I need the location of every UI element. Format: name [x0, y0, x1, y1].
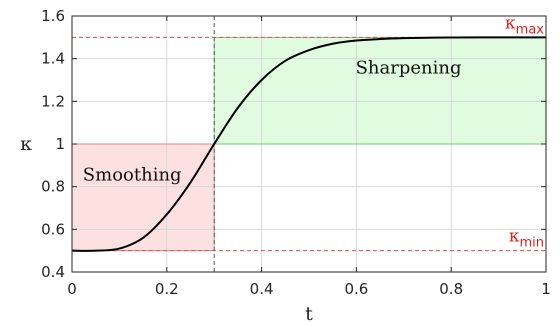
- kappa-min-symbol: κ: [509, 227, 520, 247]
- x-tick-label: 0: [67, 280, 77, 298]
- region-sharpening: [214, 37, 546, 145]
- x-tick-label: 0.2: [155, 280, 179, 298]
- sharpening-label: Sharpening: [356, 58, 462, 79]
- series-layer: [71, 36, 547, 252]
- y-tick-label: 0.4: [41, 263, 65, 281]
- y-tick-label: 0.6: [41, 220, 65, 238]
- kappa-min-subscript: min: [519, 236, 544, 251]
- kappa-max-symbol: κ: [505, 13, 516, 33]
- x-axis-title: t: [305, 303, 313, 325]
- y-tick-label: 1.6: [41, 7, 65, 25]
- x-tick-label: 0.4: [250, 280, 274, 298]
- x-tick-label: 0.8: [439, 280, 463, 298]
- labels-layer: t κ Smoothing Sharpening κmax κmin: [20, 13, 544, 325]
- y-axis-title: κ: [20, 133, 32, 155]
- y-tick-label: 1.2: [41, 92, 65, 110]
- smoothing-label: Smoothing: [83, 164, 182, 185]
- y-tick-label: 1: [55, 135, 65, 153]
- regions-layer: [72, 37, 546, 251]
- kappa-min-label: κmin: [509, 227, 544, 251]
- series-line-0: [71, 36, 547, 252]
- ticks-layer: 0 0.2 0.4 0.6 0.8 1 0.4 0.6 0.8 1 1.2 1.4 1.6: [41, 7, 551, 298]
- region-smoothing: [72, 144, 215, 251]
- x-tick-label: 1: [541, 280, 551, 298]
- y-tick-label: 1.4: [41, 50, 65, 68]
- x-tick-label: 0.6: [344, 280, 368, 298]
- kappa-max-label: κmax: [505, 13, 544, 37]
- y-tick-label: 0.8: [41, 178, 65, 196]
- kappa-max-subscript: max: [516, 22, 545, 37]
